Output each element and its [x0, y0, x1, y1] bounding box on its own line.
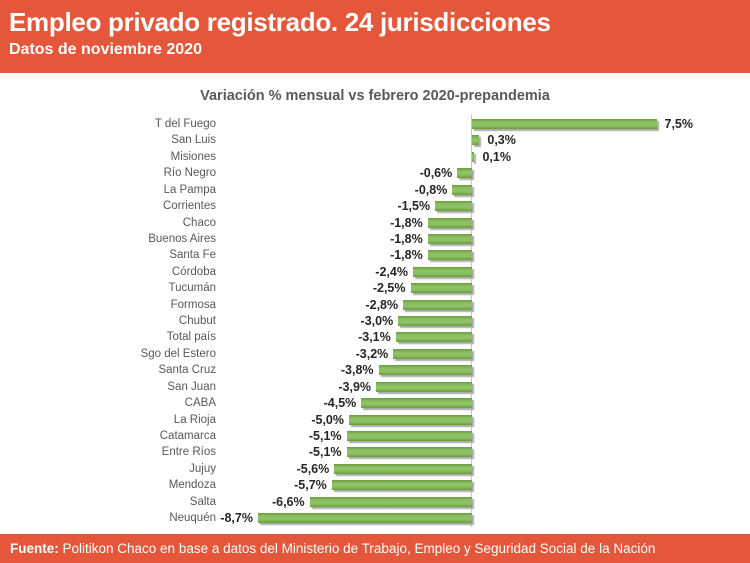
- value-label: -1,8%: [390, 248, 423, 263]
- value-label: -5,7%: [294, 478, 327, 493]
- category-label: Chubut: [178, 315, 216, 328]
- category-label: Río Negro: [163, 167, 216, 180]
- category-label: Entre Ríos: [161, 446, 216, 459]
- value-label: -8,7%: [220, 511, 253, 526]
- category-label: Buenos Aires: [148, 232, 216, 245]
- bar: [472, 119, 657, 129]
- bar: [346, 447, 472, 458]
- value-label: -0,6%: [419, 166, 453, 181]
- bar: [393, 348, 472, 359]
- bar: [361, 398, 472, 409]
- category-label: San Luis: [171, 134, 216, 147]
- page-title: Empleo privado registrado. 24 jurisdicci…: [9, 7, 551, 37]
- page-subtitle: Datos de noviembre 2020: [9, 41, 202, 58]
- category-label: T del Fuego: [154, 118, 216, 130]
- category-label: Total país: [166, 331, 216, 344]
- category-label: Jujuy: [189, 462, 216, 475]
- header-band: Empleo privado registrado. 24 jurisdicci…: [0, 0, 750, 73]
- category-label: La Pampa: [163, 183, 216, 196]
- bar: [427, 250, 472, 261]
- value-label: -2,8%: [365, 297, 399, 312]
- category-label: Córdoba: [171, 265, 216, 278]
- category-label: San Juan: [167, 380, 216, 393]
- value-label: -5,1%: [308, 428, 342, 443]
- bar: [346, 430, 472, 441]
- bar: [257, 513, 472, 524]
- category-label: Catamarca: [159, 429, 216, 442]
- value-label: -3,0%: [360, 314, 394, 329]
- footer-band: Fuente: Politikon Chaco en base a datos …: [0, 534, 750, 563]
- value-label: -5,6%: [296, 461, 330, 476]
- bar: [403, 299, 472, 310]
- bar: [334, 463, 472, 474]
- bar: [472, 135, 480, 146]
- category-label: Santa Fe: [169, 249, 216, 262]
- bar: [427, 217, 472, 228]
- chart-title: Variación % mensual vs febrero 2020-prep…: [200, 88, 550, 104]
- category-label: Salta: [189, 495, 216, 508]
- bar: [331, 480, 472, 491]
- bar-chart-plot: T del Fuego 7,5% San Luis 0,3% Misiones 0,1% R…: [0, 110, 750, 534]
- bar: [452, 184, 472, 195]
- value-label: -2,4%: [375, 264, 408, 279]
- bar: [472, 151, 475, 162]
- category-label: Misiones: [170, 150, 216, 163]
- bar: [398, 316, 472, 327]
- category-label: Mendoza: [168, 479, 216, 492]
- bar: [410, 283, 472, 294]
- category-label: Tucumán: [168, 282, 216, 295]
- value-label: -5,0%: [311, 412, 344, 427]
- value-label: -0,8%: [414, 182, 448, 197]
- bar: [378, 365, 472, 376]
- value-label: -1,8%: [390, 215, 423, 230]
- category-label: Sgo del Estero: [140, 347, 216, 360]
- value-label: -4,5%: [323, 396, 357, 411]
- bar: [309, 496, 472, 507]
- bar: [427, 233, 472, 244]
- value-label: -6,6%: [271, 494, 305, 509]
- bar: [412, 266, 472, 277]
- value-label: -3,8%: [340, 363, 374, 378]
- value-label: -3,2%: [355, 346, 389, 361]
- category-label: Neuquén: [169, 512, 216, 525]
- category-label: La Rioja: [173, 413, 216, 426]
- value-label: 0,3%: [487, 133, 516, 148]
- value-label: -3,9%: [338, 379, 372, 394]
- value-label: -1,5%: [397, 199, 431, 214]
- value-label: -2,5%: [372, 281, 406, 296]
- bar: [349, 414, 472, 425]
- category-label: Formosa: [170, 298, 216, 311]
- value-label: -5,1%: [308, 445, 342, 460]
- source-text: Politikon Chaco en base a datos del Mini…: [58, 541, 656, 556]
- bar: [395, 332, 472, 343]
- value-label: -3,1%: [358, 330, 391, 345]
- value-label: -1,8%: [390, 231, 423, 246]
- category-label: CABA: [184, 397, 216, 410]
- source-label: Fuente:: [10, 541, 59, 556]
- bar: [457, 168, 472, 179]
- value-label: 0,1%: [482, 149, 511, 164]
- category-label: Santa Cruz: [158, 364, 216, 377]
- bar: [435, 201, 472, 212]
- category-label: Chaco: [182, 216, 216, 229]
- category-label: Corrientes: [162, 200, 216, 213]
- bar: [376, 381, 472, 392]
- value-label: 7,5%: [664, 117, 694, 131]
